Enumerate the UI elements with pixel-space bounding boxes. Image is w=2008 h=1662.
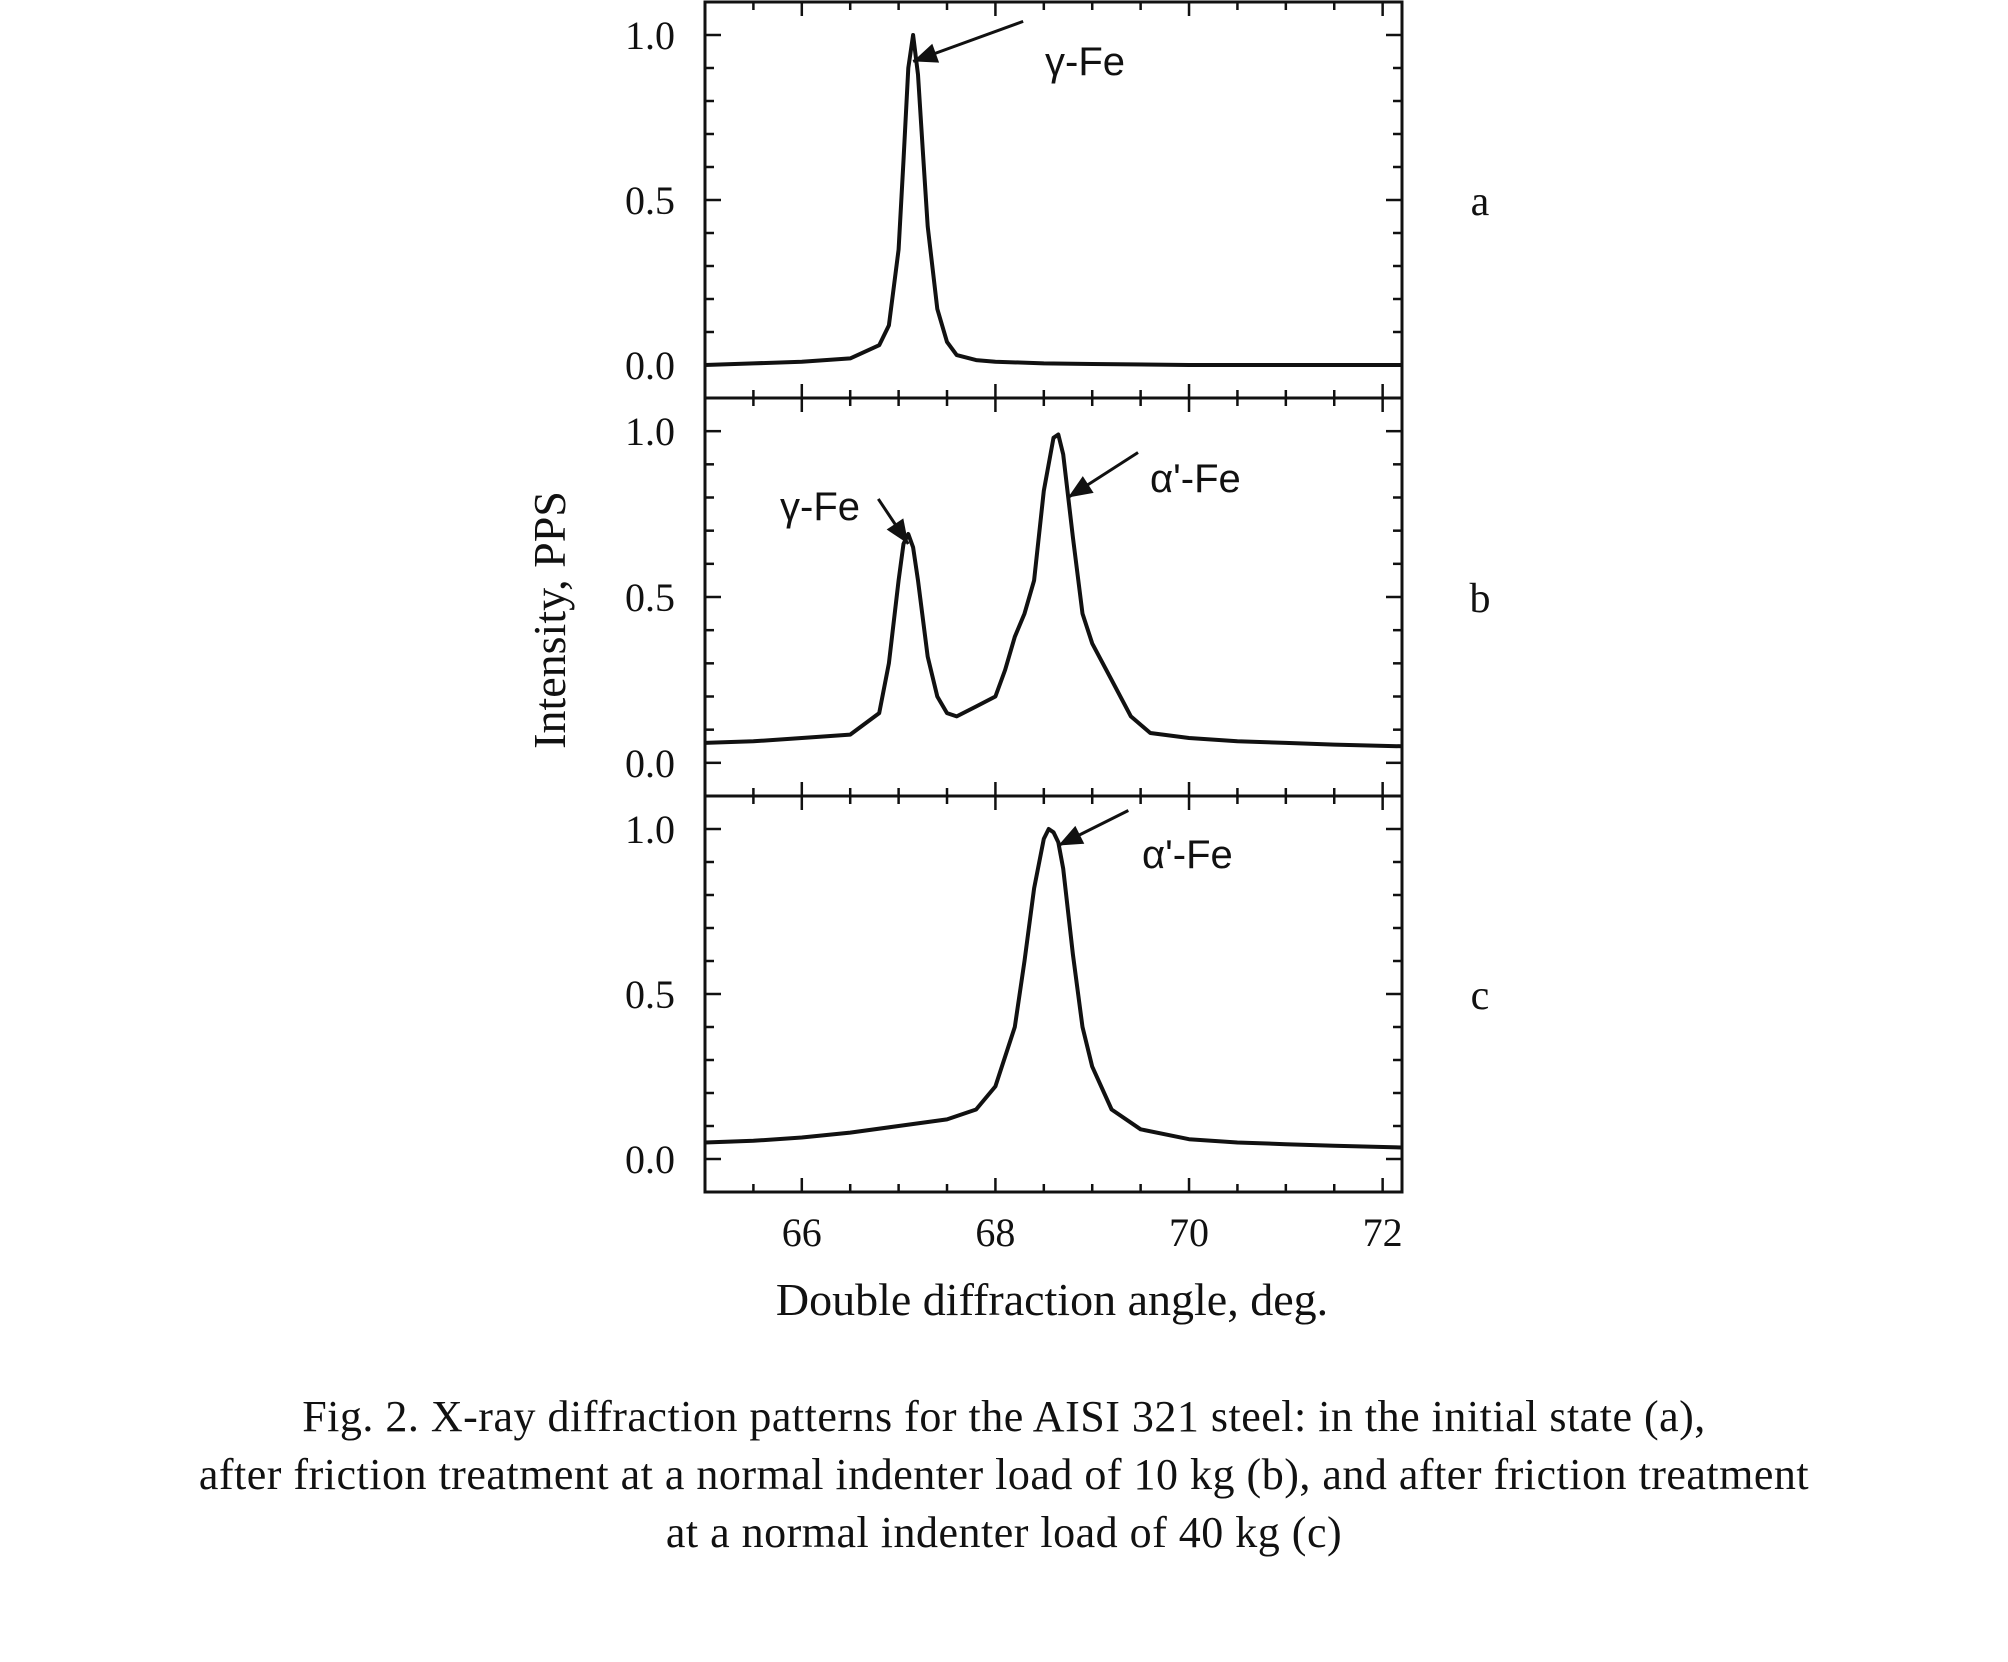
annotation-arrowhead — [913, 43, 940, 63]
y-tick-label: 1.0 — [625, 13, 675, 58]
annotation-arrowhead — [1058, 825, 1085, 846]
annotation-arrowhead — [886, 518, 909, 544]
y-tick-label: 0.5 — [625, 972, 675, 1017]
y-tick-label: 0.5 — [625, 178, 675, 223]
common-axes-group: Double diffraction angle, deg. Intensity… — [524, 491, 1328, 1325]
panel-b: 0.0 0.5 1.0 γ-Fe α'-Fe b — [625, 396, 1491, 798]
panel-letter-b: b — [1470, 576, 1491, 622]
panel-a: 0.0 0.5 1.0 γ-Fe a — [625, 0, 1490, 400]
y-axis-label: Intensity, PPS — [524, 491, 575, 749]
panel-letter-c: c — [1471, 973, 1490, 1019]
x-tick-label: 68 — [975, 1210, 1015, 1255]
annotation-label: α'-Fe — [1142, 833, 1233, 877]
panel-letter-a: a — [1471, 179, 1490, 225]
x-tick-label: 70 — [1169, 1210, 1209, 1255]
annotation-label: γ-Fe — [780, 485, 860, 529]
caption-line-2: after friction treatment at a normal ind… — [198, 1450, 1810, 1499]
pattern-line-c — [704, 827, 1403, 1150]
panel-frame — [703, 794, 1404, 1194]
annotation-label: α'-Fe — [1150, 457, 1241, 501]
annotation-label: γ-Fe — [1045, 40, 1125, 84]
caption-line-3: at a normal indenter load of 40 kg (c) — [665, 1508, 1343, 1557]
panels-group: 0.0 0.5 1.0 γ-Fe a 0.0 0.5 1.0 γ-Fe α'-Fe b 0.0 0.5 1… — [625, 0, 1491, 1255]
figure-caption: Fig. 2. X-ray diffraction patterns for t… — [0, 1388, 2008, 1562]
caption-line-1: Fig. 2. X-ray diffraction patterns for t… — [302, 1392, 1706, 1441]
pattern-line-a — [704, 33, 1402, 367]
y-tick-label: 0.5 — [625, 575, 675, 620]
panel-c: 0.0 0.5 1.0 66 68 70 72 α'-Fe c — [625, 794, 1490, 1255]
x-tick-label: 72 — [1363, 1210, 1403, 1255]
y-tick-label: 0.0 — [625, 1137, 675, 1182]
y-tick-label: 0.0 — [625, 343, 675, 388]
annotation-arrowhead — [1068, 476, 1094, 498]
x-axis-label: Double diffraction angle, deg. — [776, 1274, 1328, 1325]
y-tick-label: 1.0 — [625, 807, 675, 852]
y-tick-label: 1.0 — [625, 409, 675, 454]
y-tick-label: 0.0 — [625, 741, 675, 786]
x-tick-label: 66 — [782, 1210, 822, 1255]
pattern-line-b — [704, 432, 1403, 749]
